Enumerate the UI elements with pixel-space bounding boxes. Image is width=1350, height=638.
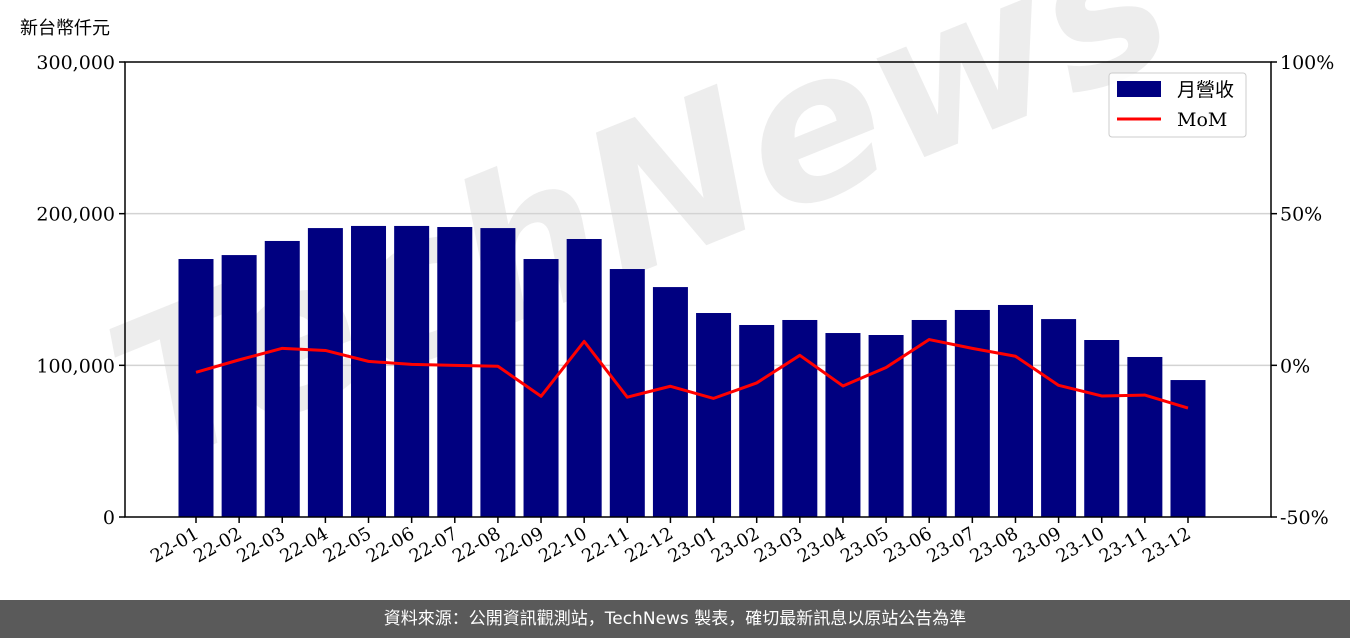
legend-label-mom: MoM: [1177, 109, 1227, 131]
bar-23-01: [696, 313, 732, 517]
y2-tick-label: -50%: [1280, 507, 1329, 529]
x-tick-label: 22-07: [406, 523, 461, 567]
y-tick-label: 100,000: [36, 355, 115, 377]
x-tick-label: 23-04: [794, 523, 849, 567]
bar-23-10: [1084, 340, 1120, 517]
bar-22-06: [394, 225, 430, 517]
x-tick-label: 22-09: [492, 523, 547, 567]
x-tick-label: 22-01: [147, 523, 202, 567]
bar-22-04: [307, 228, 343, 517]
x-tick-label: 23-12: [1139, 523, 1194, 567]
y-axis-unit-label: 新台幣仟元: [20, 18, 110, 39]
bar-23-09: [1041, 319, 1077, 517]
x-tick-label: 23-08: [967, 523, 1022, 567]
x-tick-label: 23-07: [923, 523, 978, 567]
x-tick-label: 22-08: [449, 523, 504, 567]
bar-22-07: [437, 227, 473, 517]
bar-23-11: [1127, 356, 1163, 517]
x-tick-label: 23-11: [1096, 523, 1151, 567]
x-tick-label: 23-06: [880, 523, 935, 567]
x-tick-label: 22-05: [320, 523, 375, 567]
source-footer: 資料來源：公開資訊觀測站，TechNews 製表，確切最新訊息以原站公告為準: [0, 600, 1350, 638]
bar-23-05: [868, 335, 904, 517]
x-tick-label: 22-03: [233, 523, 288, 567]
bar-22-05: [351, 225, 387, 517]
x-tick-label: 23-02: [708, 523, 763, 567]
bar-23-06: [911, 319, 947, 517]
bar-22-08: [480, 228, 516, 517]
plot-frame: [124, 61, 1272, 518]
x-tick-label: 23-10: [1053, 523, 1108, 567]
legend-swatch-revenue: [1117, 81, 1161, 97]
bar-23-12: [1170, 380, 1206, 517]
legend-label-revenue: 月營收: [1177, 79, 1234, 101]
x-tick-label: 22-10: [535, 523, 590, 567]
bar-22-01: [178, 259, 214, 517]
y-tick-label: 200,000: [36, 204, 115, 226]
y2-tick-label: 100%: [1280, 52, 1334, 74]
x-tick-label: 23-01: [665, 523, 720, 567]
y2-tick-label: 0%: [1280, 355, 1310, 377]
x-tick-label: 23-03: [751, 523, 806, 567]
bar-22-02: [221, 255, 257, 518]
bar-23-03: [782, 319, 818, 517]
x-tick-label: 22-04: [276, 523, 331, 567]
bar-23-04: [825, 333, 861, 517]
x-tick-label: 22-06: [363, 523, 418, 567]
mom-line: [195, 338, 1189, 410]
x-tick-label: 23-09: [1010, 523, 1065, 567]
bar-23-07: [954, 309, 990, 517]
x-tick-label: 23-05: [837, 523, 892, 567]
x-tick-label: 22-12: [621, 523, 676, 567]
bar-22-10: [566, 238, 602, 517]
y-tick-label: 300,000: [36, 52, 115, 74]
revenue-chart: TechNews0100,000200,000300,000-50%0%50%1…: [36, 0, 1334, 567]
y-tick-label: 0: [103, 507, 115, 529]
y2-tick-label: 50%: [1280, 204, 1322, 226]
bar-23-08: [997, 304, 1033, 517]
bar-22-12: [652, 287, 688, 517]
bar-22-03: [264, 240, 300, 517]
bar-23-02: [739, 324, 775, 517]
x-tick-label: 22-02: [190, 523, 245, 567]
x-tick-label: 22-11: [578, 523, 633, 567]
